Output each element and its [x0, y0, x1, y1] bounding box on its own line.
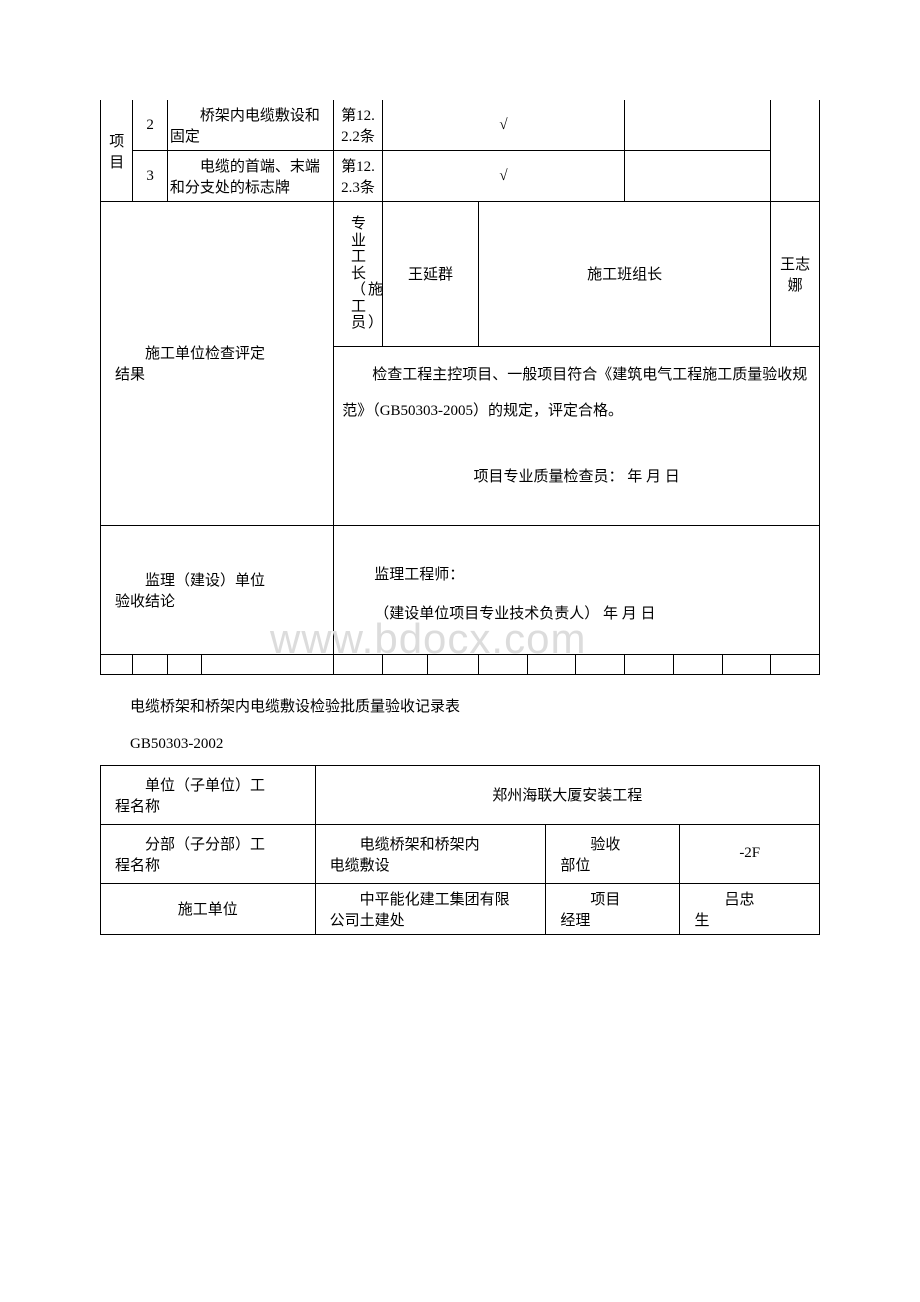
teamleader-name: 王志娜	[771, 202, 820, 347]
cell-label: 施工单位	[101, 883, 316, 934]
row-blank	[625, 151, 771, 202]
row-group-label: 项目	[109, 134, 124, 171]
foreman-label: 专业工长（施工员）	[351, 210, 365, 338]
inspection-table: 项目 2 桥架内电缆敷设和固定 第12.2.2条 √ 3 电缆的首端、末端和分支…	[100, 100, 820, 675]
cell-value: 中平能化建工集团有限 公司土建处	[315, 883, 546, 934]
section-title: 电缆桥架和桥架内电缆敷设检验批质量验收记录表	[130, 695, 820, 716]
cell-value: 电缆桥架和桥架内 电缆敷设	[315, 824, 546, 883]
cell-value: 项目 经理	[546, 883, 680, 934]
row-check: √	[382, 151, 624, 202]
table-row: 监理（建设）单位 验收结论 监理工程师： （建设单位项目专业技术负责人） 年 月…	[101, 525, 820, 654]
teamleader-label: 施工班组长	[479, 202, 771, 347]
row-desc: 桥架内电缆敷设和固定	[167, 100, 333, 151]
row-check: √	[382, 100, 624, 151]
cell-value: 吕忠 生	[680, 883, 820, 934]
row-desc: 电缆的首端、末端和分支处的标志牌	[167, 151, 333, 202]
conclusion-label: 监理（建设）单位 验收结论	[103, 569, 331, 611]
row-num: 2	[133, 100, 167, 151]
table-row: 项目 2 桥架内电缆敷设和固定 第12.2.2条 √	[101, 100, 820, 151]
signature-block: 检查工程主控项目、一般项目符合《建筑电气工程施工质量验收规范》（GB50303-…	[334, 346, 820, 525]
conclusion-block: 监理工程师： （建设单位项目专业技术负责人） 年 月 日	[334, 525, 820, 654]
cell-value: 郑州海联大厦安装工程	[315, 765, 819, 824]
table-row: 施工单位检查评定 结果 专业工长（施工员） 王延群 施工班组长 王志娜	[101, 202, 820, 347]
row-blank	[625, 100, 771, 151]
cell-label: 分部（子分部）工 程名称	[103, 833, 313, 875]
table-row: 3 电缆的首端、末端和分支处的标志牌 第12.2.3条 √	[101, 151, 820, 202]
section-subtitle: GB50303-2002	[130, 736, 820, 753]
table-row: 单位（子单位）工 程名称 郑州海联大厦安装工程	[101, 765, 820, 824]
row-blank	[771, 100, 820, 202]
table-row	[101, 654, 820, 674]
row-num: 3	[133, 151, 167, 202]
result-label: 施工单位检查评定 结果	[103, 342, 331, 384]
row-clause: 第12.2.2条	[334, 100, 383, 151]
row-clause: 第12.2.3条	[334, 151, 383, 202]
cell-value: -2F	[680, 824, 820, 883]
cell-value: 验收 部位	[546, 824, 680, 883]
cell-label: 单位（子单位）工 程名称	[103, 774, 313, 816]
table-row: 分部（子分部）工 程名称 电缆桥架和桥架内 电缆敷设 验收 部位 -2F	[101, 824, 820, 883]
foreman-name: 王延群	[382, 202, 478, 347]
table-row: 施工单位 中平能化建工集团有限 公司土建处 项目 经理 吕忠 生	[101, 883, 820, 934]
project-info-table: 单位（子单位）工 程名称 郑州海联大厦安装工程 分部（子分部）工 程名称 电缆桥…	[100, 765, 820, 935]
